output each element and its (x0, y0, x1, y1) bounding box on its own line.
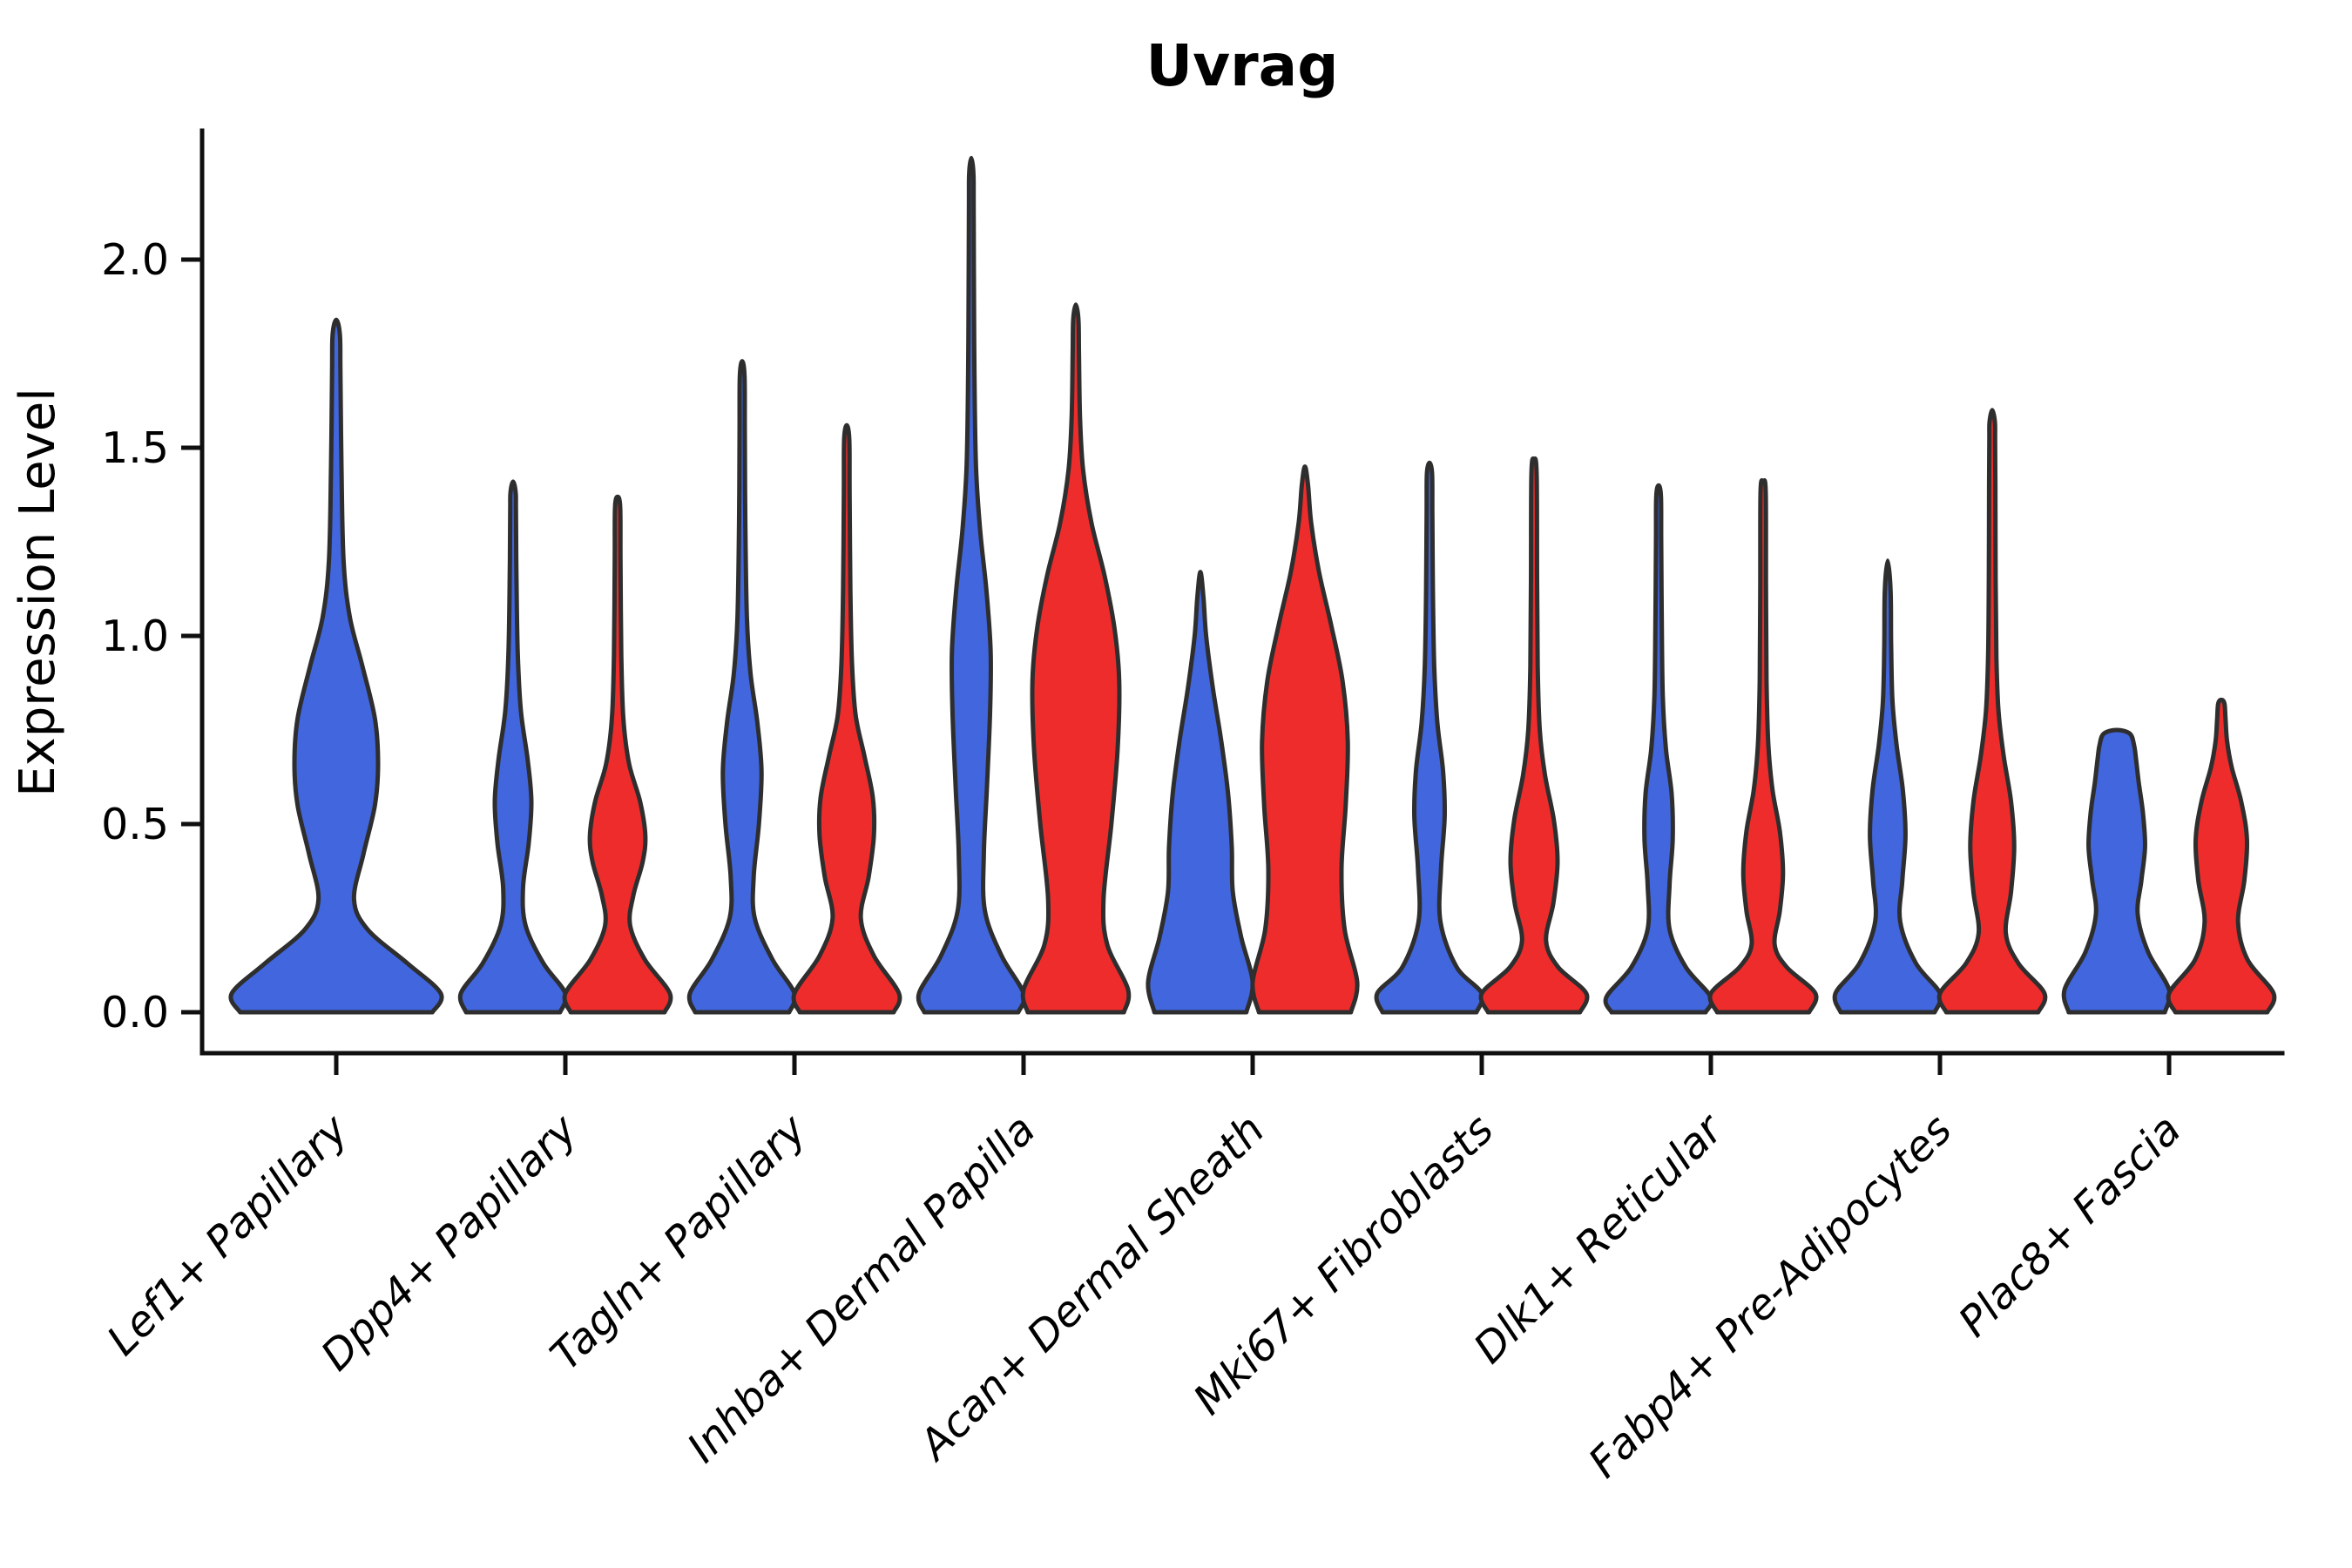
violin-mki67-fibroblasts-blue (1374, 460, 1485, 1015)
violin-acan-dermal-sheath-blue (1146, 570, 1255, 1015)
violin-inhba-dermal-papilla-blue (916, 155, 1027, 1015)
x-tick-label-lef1-papillary: Lef1+ Papillary (98, 1105, 358, 1365)
y-tick-label: 2.0 (101, 235, 169, 285)
violin-dlk1-reticular-blue (1603, 483, 1714, 1015)
x-tick-label-dpp4-papillary: Dpp4+ Papillary (312, 1105, 587, 1380)
violin-inhba-dermal-papilla-red (1020, 302, 1132, 1015)
y-tick-label: 0.0 (101, 988, 169, 1037)
y-axis-label: Expression Level (10, 388, 66, 797)
violin-acan-dermal-sheath-red (1250, 464, 1360, 1015)
violin-lef1-papillary-blue (228, 317, 444, 1015)
violin-fabp4-pre-adipocytes-blue (1832, 558, 1943, 1015)
x-tick-label-tagln-papillary: Tagln+ Papillary (541, 1105, 816, 1380)
axes-layer (199, 128, 2285, 1056)
violin-fabp4-pre-adipocytes-red (1936, 408, 2048, 1015)
violin-plac8-fascia-red (2166, 697, 2277, 1015)
chart-title: Uvrag (1146, 32, 1339, 99)
x-tick-label-plac8-fascia: Plac8+ Fascia (1950, 1105, 2191, 1347)
y-tick-label: 0.5 (101, 800, 169, 849)
y-tick-label: 1.0 (101, 612, 169, 661)
violin-tagln-papillary-red (791, 422, 902, 1015)
violin-tagln-papillary-blue (686, 359, 798, 1015)
x-tick-label-fabp4-pre-adipocytes: Fabp4+ Pre-Adipocytes (1579, 1105, 1962, 1488)
x-axis-ticks (334, 1053, 2172, 1075)
violin-plac8-fascia-blue (2061, 727, 2173, 1015)
violins-layer (228, 155, 2277, 1015)
violin-mki67-fibroblasts-red (1478, 456, 1590, 1015)
violin-dpp4-papillary-red (562, 494, 673, 1015)
y-axis-ticks: 0.0 0.5 1.0 1.5 2.0 (101, 235, 202, 1037)
y-tick-label: 1.5 (101, 423, 169, 473)
violin-dlk1-reticular-red (1707, 477, 1819, 1015)
x-tick-label-dlk1-reticular: Dlk1+ Reticular (1464, 1104, 1734, 1374)
violin-dpp4-papillary-blue (457, 479, 569, 1015)
